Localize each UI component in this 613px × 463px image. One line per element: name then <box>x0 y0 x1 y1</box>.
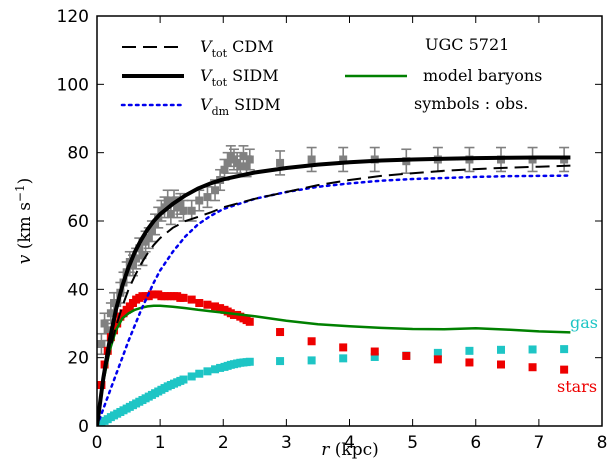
point-gas <box>179 376 187 384</box>
point-gas <box>195 370 203 378</box>
y-tick-label: 120 <box>57 7 89 27</box>
x-axis-label: r (kpc) <box>321 440 379 460</box>
legend-label-v-tot-cdm: Vtot CDM <box>200 37 274 60</box>
annotation-symbols-note: symbols : obs. <box>414 94 528 113</box>
point-stars <box>246 318 254 326</box>
point-observed <box>195 197 203 205</box>
point-observed <box>179 207 187 215</box>
point-gas <box>529 345 537 353</box>
point-stars <box>497 361 505 369</box>
y-tick-label: 80 <box>67 144 89 164</box>
y-tick-label: 100 <box>57 75 89 95</box>
x-tick-label: 5 <box>407 433 418 453</box>
point-gas <box>497 346 505 354</box>
point-gas <box>276 357 284 365</box>
x-tick-label: 0 <box>92 433 103 453</box>
point-stars <box>188 296 196 304</box>
point-gas <box>188 372 196 380</box>
y-axis-label: v (km s−1) <box>13 178 35 265</box>
point-stars <box>339 343 347 351</box>
x-tick-label: 1 <box>155 433 166 453</box>
point-stars <box>203 301 211 309</box>
plot-layer <box>96 146 570 428</box>
point-stars <box>276 328 284 336</box>
point-observed <box>276 159 284 167</box>
y-tick-label: 60 <box>67 212 89 232</box>
legend-label-v-dm-sidm: Vdm SIDM <box>200 95 281 118</box>
point-stars <box>371 348 379 356</box>
point-stars <box>402 352 410 360</box>
point-gas <box>308 356 316 364</box>
point-gas <box>560 345 568 353</box>
x-tick-label: 6 <box>470 433 481 453</box>
y-tick-label: 40 <box>67 280 89 300</box>
y-tick-label: 20 <box>67 349 89 369</box>
point-observed <box>246 156 254 164</box>
legend-label-model-baryons: model baryons <box>423 66 542 85</box>
x-tick-label: 7 <box>533 433 544 453</box>
point-gas <box>465 347 473 355</box>
x-tick-label: 8 <box>597 433 608 453</box>
point-gas <box>203 367 211 375</box>
annotation-gas: gas <box>570 313 598 332</box>
point-gas <box>246 358 254 366</box>
point-stars <box>465 358 473 366</box>
point-stars <box>434 355 442 363</box>
point-gas <box>339 354 347 362</box>
point-observed <box>308 156 316 164</box>
annotation-stars: stars <box>557 377 597 396</box>
point-stars <box>560 366 568 374</box>
x-tick-label: 2 <box>218 433 229 453</box>
point-stars <box>308 337 316 345</box>
point-stars <box>195 299 203 307</box>
legend-label-v-tot-sidm: Vtot SIDM <box>200 66 279 89</box>
point-stars <box>179 294 187 302</box>
point-stars <box>529 363 537 371</box>
x-tick-label: 3 <box>281 433 292 453</box>
y-tick-label: 0 <box>78 417 89 437</box>
annotation-galaxy-name: UGC 5721 <box>425 35 509 54</box>
